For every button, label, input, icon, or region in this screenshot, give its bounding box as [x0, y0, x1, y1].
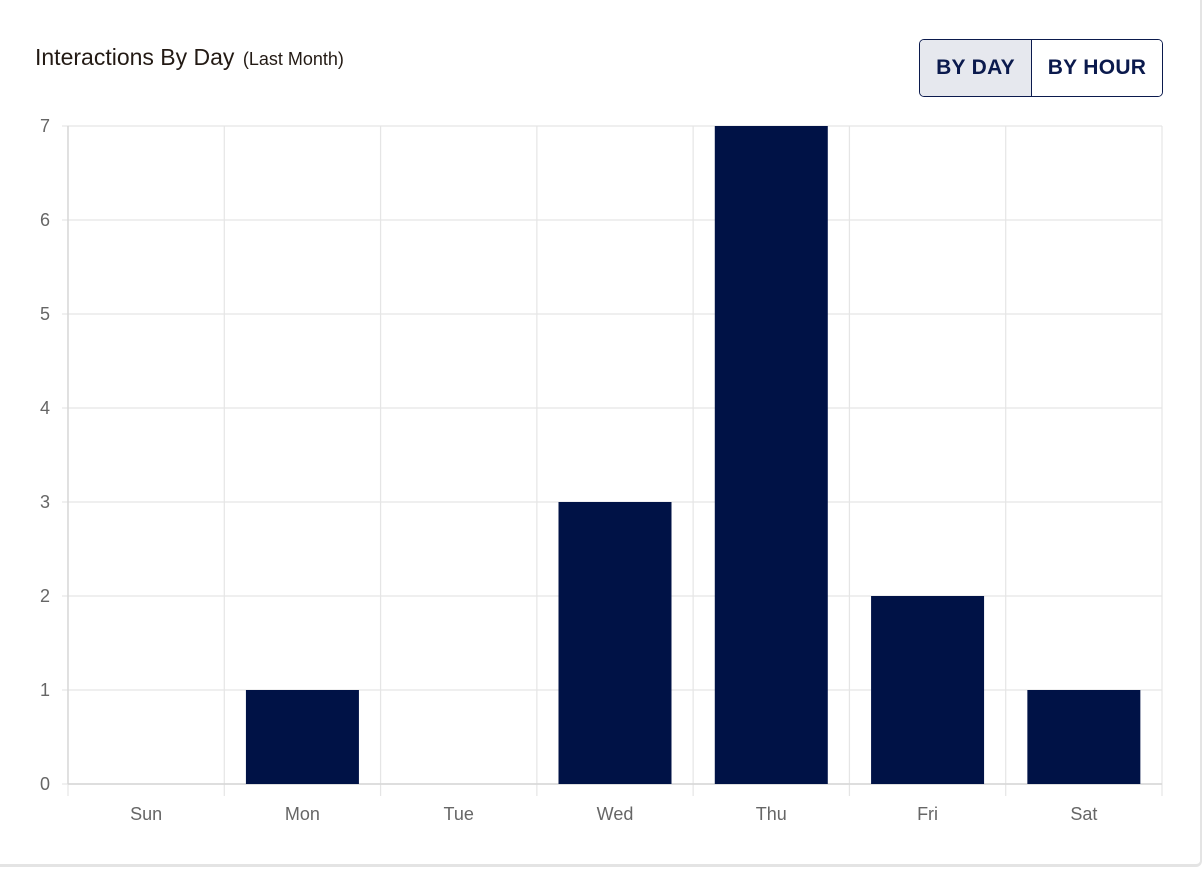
x-tick-label: Sat	[1070, 804, 1097, 824]
y-tick-label: 4	[40, 398, 50, 418]
bar-sat	[1027, 690, 1141, 784]
x-tick-label: Fri	[917, 804, 938, 824]
bar-thu	[714, 126, 828, 784]
chart-subtitle: (Last Month)	[242, 49, 344, 69]
y-tick-label: 0	[40, 774, 50, 794]
by-hour-button[interactable]: BY HOUR	[1032, 40, 1162, 96]
chart-header: Interactions By Day (Last Month)	[35, 44, 344, 71]
bar-fri	[871, 596, 985, 784]
x-tick-label: Tue	[444, 804, 474, 824]
view-toggle-group: BY DAY BY HOUR	[919, 39, 1163, 97]
bar-mon	[245, 690, 359, 784]
y-tick-label: 2	[40, 586, 50, 606]
x-tick-label: Sun	[130, 804, 162, 824]
x-tick-label: Thu	[756, 804, 787, 824]
bar-wed	[558, 502, 672, 784]
y-tick-label: 1	[40, 680, 50, 700]
by-day-button[interactable]: BY DAY	[920, 40, 1032, 96]
y-tick-label: 7	[40, 116, 50, 136]
x-tick-label: Mon	[285, 804, 320, 824]
y-tick-label: 3	[40, 492, 50, 512]
y-tick-label: 5	[40, 304, 50, 324]
y-tick-label: 6	[40, 210, 50, 230]
x-tick-label: Wed	[597, 804, 634, 824]
chart-title: Interactions By Day	[35, 44, 235, 70]
